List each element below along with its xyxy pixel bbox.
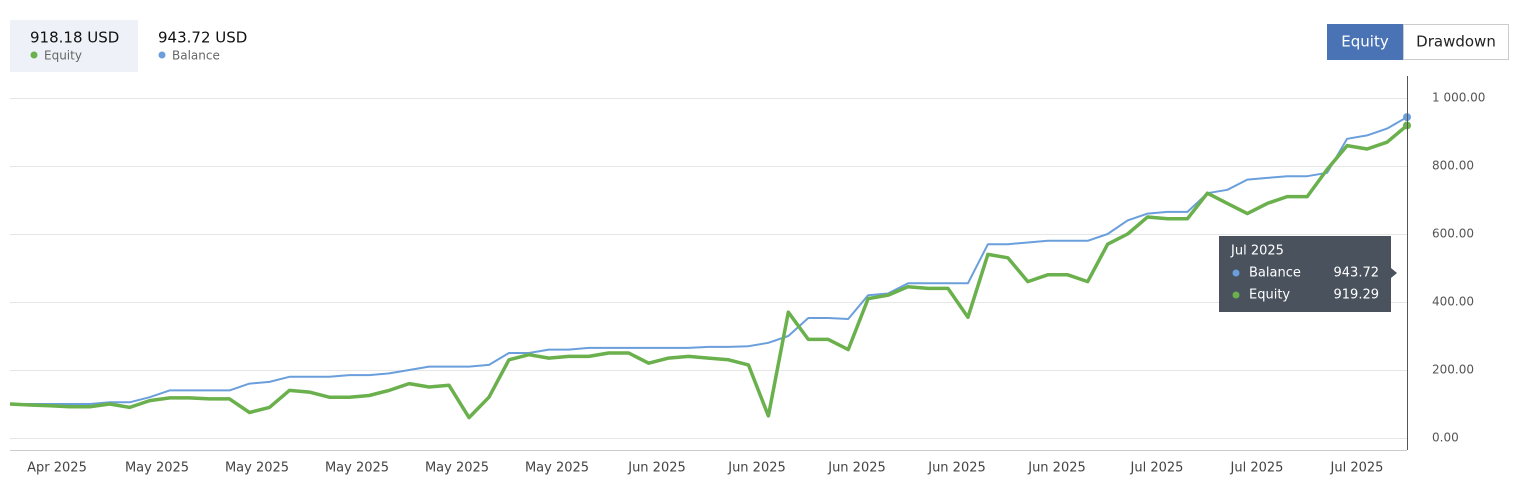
- y-tick-label: 0.00: [1432, 431, 1459, 445]
- tooltip-value: 919.29: [1334, 288, 1380, 303]
- x-tick-label: May 2025: [425, 461, 489, 476]
- tooltip-title: Jul 2025: [1230, 244, 1284, 259]
- y-tick-label: 800.00: [1432, 159, 1474, 173]
- tooltip: Jul 2025 Balance 943.72 Equity 919.29: [1219, 236, 1397, 312]
- y-tick-label: 600.00: [1432, 227, 1474, 241]
- x-tick-label: May 2025: [325, 461, 389, 476]
- x-tick-label: Apr 2025: [27, 461, 87, 476]
- balance-summary: 943.72 USD: [158, 29, 247, 47]
- equity-button-label[interactable]: Equity: [1341, 33, 1389, 51]
- legend-dot: [158, 51, 166, 59]
- tooltip-bg: [1219, 236, 1397, 312]
- x-tick-label: Jun 2025: [727, 461, 786, 476]
- y-tick-label: 400.00: [1432, 295, 1474, 309]
- tooltip-name: Balance: [1249, 266, 1301, 281]
- legend-label: Balance: [172, 49, 220, 63]
- y-tick-label: 1 000.00: [1432, 91, 1485, 105]
- plot: 0.00 200.00 400.00 600.00 800.00 1 000.00 Apr …: [9, 91, 1485, 476]
- tooltip-value: 943.72: [1334, 266, 1380, 281]
- x-tick-label: Jun 2025: [627, 461, 686, 476]
- drawdown-button-label[interactable]: Drawdown: [1416, 33, 1496, 51]
- x-tick-label: Jun 2025: [927, 461, 986, 476]
- equity-button[interactable]: [1327, 24, 1403, 60]
- drawdown-button[interactable]: [1403, 24, 1509, 60]
- equity-summary: 918.18 USD: [30, 29, 119, 47]
- x-tick-label: May 2025: [125, 461, 189, 476]
- x-tick-label: Jul 2025: [1330, 461, 1384, 476]
- x-tick-label: Jun 2025: [1027, 461, 1086, 476]
- x-tick-label: Jun 2025: [827, 461, 886, 476]
- series-line: [10, 116, 1408, 405]
- x-tick-label: May 2025: [225, 461, 289, 476]
- x-tick-label: Jul 2025: [1130, 461, 1184, 476]
- tooltip-dot: [1232, 269, 1240, 277]
- x-tick-label: May 2025: [525, 461, 589, 476]
- tooltip-dot: [1232, 291, 1240, 299]
- tooltip-name: Equity: [1249, 288, 1290, 303]
- equity-summary-bg: [10, 20, 138, 72]
- legend-dot: [30, 51, 38, 59]
- series-line: [9, 124, 1409, 420]
- legend-label: Equity: [44, 49, 82, 63]
- y-tick-label: 200.00: [1432, 363, 1474, 377]
- x-tick-label: Jul 2025: [1230, 461, 1284, 476]
